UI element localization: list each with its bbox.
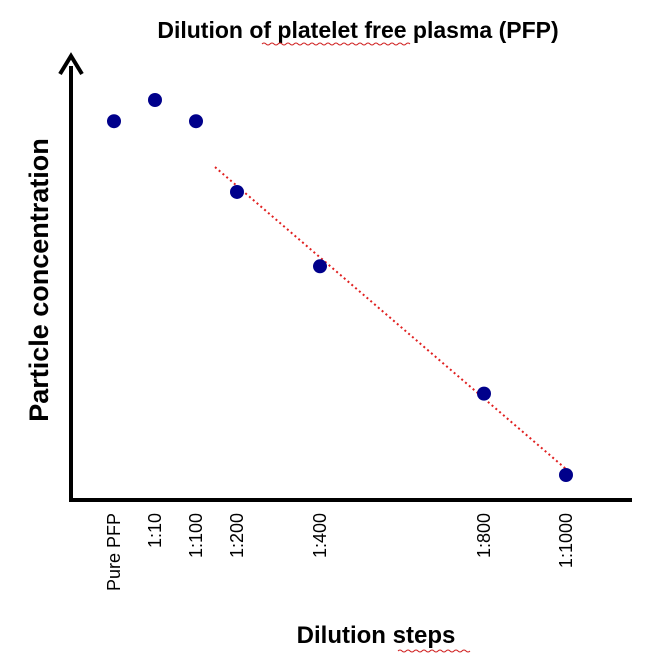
x-tick-label: 1:800 <box>474 513 494 558</box>
trendline <box>214 166 567 470</box>
data-point <box>559 468 573 482</box>
data-point <box>148 93 162 107</box>
trendline-layer <box>214 166 567 470</box>
y-axis-arrowhead <box>58 52 84 76</box>
x-tick-label: 1:100 <box>186 513 206 558</box>
title-spellcheck-underline <box>261 42 411 46</box>
data-point <box>107 114 121 129</box>
x-tick-label: 1:10 <box>145 513 165 548</box>
x-axis-label: Dilution steps <box>297 622 456 649</box>
data-point <box>230 184 244 199</box>
y-axis-label: Particle concentration <box>24 138 54 422</box>
x-tick-labels: Pure PFP 1:10 1:100 1:200 1:400 1:800 1:1000 <box>104 513 576 591</box>
x-tick-label: Pure PFP <box>104 513 124 591</box>
x-tick-label: 1:200 <box>227 513 247 558</box>
data-point <box>477 386 491 401</box>
x-tick-label: 1:1000 <box>556 513 576 568</box>
data-point <box>189 114 203 129</box>
xlabel-spellcheck-underline <box>397 649 471 653</box>
points-layer <box>107 93 573 482</box>
x-tick-label: 1:400 <box>310 513 330 558</box>
data-point <box>313 259 327 274</box>
chart-title: Dilution of platelet free plasma (PFP) <box>157 17 558 43</box>
axes <box>58 52 632 502</box>
